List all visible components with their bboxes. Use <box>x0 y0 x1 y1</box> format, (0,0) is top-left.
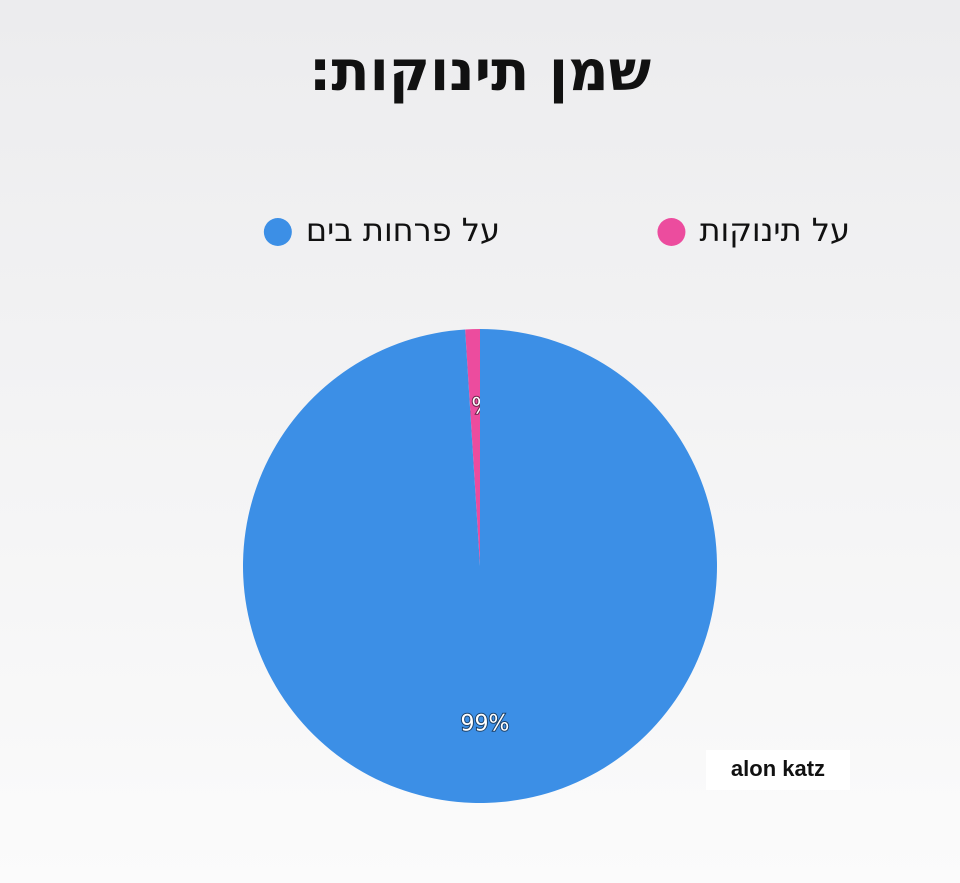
chart-title: שמן תינוקות: <box>309 39 651 104</box>
legend-marker <box>657 218 686 246</box>
annotation: alon katz <box>731 756 825 781</box>
legend-label: על תינוקות <box>699 211 850 249</box>
note-box <box>706 750 850 790</box>
legend-marker <box>263 218 292 246</box>
pie-slice <box>465 329 480 566</box>
legend-label: על פרחות בים <box>306 211 500 249</box>
value-label: 99% <box>461 712 510 737</box>
pie-slice <box>242 329 717 803</box>
